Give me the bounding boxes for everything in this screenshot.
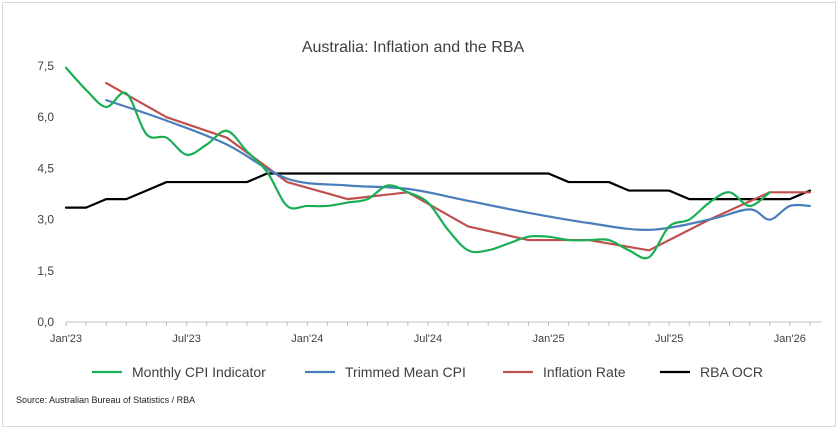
legend: Monthly CPI Indicator Trimmed Mean CPI Inf… — [92, 364, 763, 380]
source-note: Source: Australian Bureau of Statistics … — [16, 395, 196, 405]
y-tick-label: 7,5 — [37, 59, 54, 73]
x-tick-label: Jan'24 — [291, 333, 323, 345]
y-tick-label: 0,0 — [37, 315, 54, 329]
series-layer — [64, 66, 812, 260]
y-tick-label: 4,5 — [37, 161, 54, 175]
x-axis: Jan'23 Jul'23 Jan'24 Jul'24 Jan'25 Jul'25 Jan'… — [50, 321, 822, 345]
chart-title: Australia: Inflation and the RBA — [302, 39, 525, 56]
series-line-inflation-rate — [105, 81, 812, 252]
series-line-monthly-cpi-indicator — [64, 66, 771, 260]
x-tick-label: Jan'25 — [533, 333, 565, 345]
y-tick-label: 1,5 — [37, 264, 54, 278]
legend-label: Trimmed Mean CPI — [345, 364, 466, 380]
x-tick-label: Jul'25 — [655, 333, 683, 345]
y-tick-label: 3,0 — [37, 213, 54, 227]
x-tick-label: Jan'26 — [774, 333, 806, 345]
legend-label: Monthly CPI Indicator — [132, 364, 266, 380]
x-tick-label: Jul'23 — [172, 333, 200, 345]
series-line-rba-ocr — [64, 172, 812, 209]
y-axis: 0,0 1,5 3,0 4,5 6,0 7,5 — [37, 59, 54, 329]
legend-label: RBA OCR — [700, 364, 763, 380]
series-line-trimmed-mean-cpi — [105, 99, 812, 231]
y-tick-label: 6,0 — [37, 110, 54, 124]
legend-label: Inflation Rate — [543, 364, 626, 380]
x-tick-label: Jul'24 — [414, 333, 442, 345]
x-tick-label: Jan'23 — [50, 333, 82, 345]
